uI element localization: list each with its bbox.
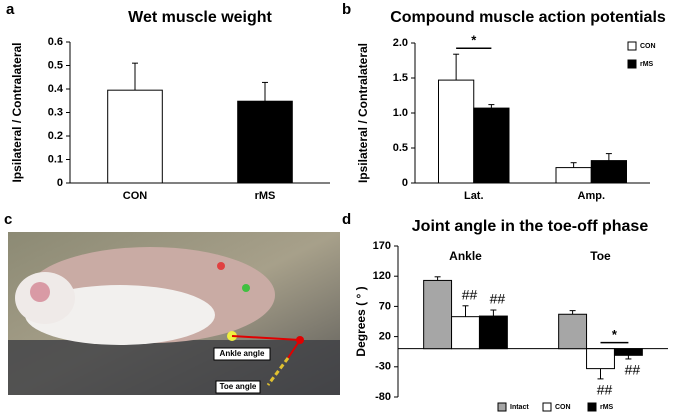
rat-ear (30, 282, 50, 302)
y-tick-label: 170 (373, 240, 391, 252)
x-tick-label: Amp. (578, 190, 606, 202)
x-tick-label: CON (123, 190, 148, 202)
y-tick-label: -80 (375, 391, 391, 403)
y-tick-label: -30 (375, 361, 391, 373)
marker (296, 336, 304, 344)
legend-swatch (627, 41, 637, 51)
chart-title: Wet muscle weight (128, 9, 272, 26)
legend-label: CON (640, 43, 656, 50)
y-tick-label: 0.3 (48, 106, 63, 118)
annotation: ## (462, 286, 478, 302)
x-tick-label: Lat. (464, 190, 484, 202)
panel-letter: b (342, 1, 351, 18)
label-box (213, 347, 271, 361)
annotation: * (612, 327, 618, 342)
y-tick-label: 0.5 (48, 59, 63, 71)
y-tick-label: 0.6 (48, 36, 63, 48)
photo-label: Toe angle (220, 382, 257, 391)
y-tick-label: 0.5 (393, 142, 408, 154)
bar (558, 313, 588, 350)
y-tick-label: 0.2 (48, 130, 63, 142)
y-tick-label: 120 (373, 270, 391, 282)
y-tick-label: 0.1 (48, 153, 63, 165)
y-tick-label: 20 (379, 331, 391, 343)
legend-swatch (542, 402, 552, 412)
y-tick-label: 0 (57, 177, 63, 189)
bar (478, 315, 508, 350)
marker (217, 262, 225, 270)
y-tick-label: 1.5 (393, 72, 408, 84)
marker (242, 284, 250, 292)
legend-label: rMS (640, 61, 654, 68)
legend-label: rMS (600, 404, 614, 411)
angle-line (231, 335, 301, 341)
x-tick-label: Ankle (449, 249, 482, 263)
y-tick-label: 1.0 (393, 107, 408, 119)
photo-label: Ankle angle (220, 349, 265, 358)
chart-title: Joint angle in the toe-off phase (412, 218, 649, 235)
y-tick-label: 0 (402, 177, 408, 189)
panel-letter: d (342, 211, 351, 228)
bar (107, 89, 163, 184)
annotation: ## (490, 291, 506, 307)
annotation: ## (597, 382, 613, 398)
label-box (215, 380, 261, 394)
photo: Ankle angle Toe angle (8, 232, 340, 395)
y-axis-label: Ipsilateral / Contralateral (356, 43, 370, 183)
x-tick-label: rMS (255, 190, 276, 202)
bar (555, 167, 592, 184)
legend-label: CON (555, 404, 571, 411)
y-tick-label: 2.0 (393, 37, 408, 49)
y-axis-label: Degrees ( ° ) (354, 286, 368, 356)
photo-floor (8, 340, 340, 395)
legend-swatch (587, 402, 597, 412)
y-axis-label: Ipsilateral / Contralateral (10, 42, 24, 182)
panel-letter: a (6, 1, 15, 18)
bar (586, 348, 615, 370)
bar (438, 79, 475, 184)
legend-label: Intact (510, 404, 529, 411)
bar (237, 100, 293, 184)
legend-swatch (627, 59, 637, 69)
bar (423, 279, 453, 350)
y-tick-label: 0.4 (48, 83, 64, 95)
annotation: ## (625, 362, 641, 378)
bar (451, 316, 480, 350)
x-tick-label: Toe (590, 249, 611, 263)
panel-letter: c (4, 211, 12, 228)
annotation: * (471, 33, 477, 48)
bar (590, 160, 627, 184)
angle-line (266, 357, 290, 386)
legend-swatch (497, 402, 507, 412)
bar (613, 348, 643, 356)
chart-title: Compound muscle action potentials (390, 9, 666, 26)
y-tick-label: 70 (379, 300, 391, 312)
bar (473, 107, 510, 184)
